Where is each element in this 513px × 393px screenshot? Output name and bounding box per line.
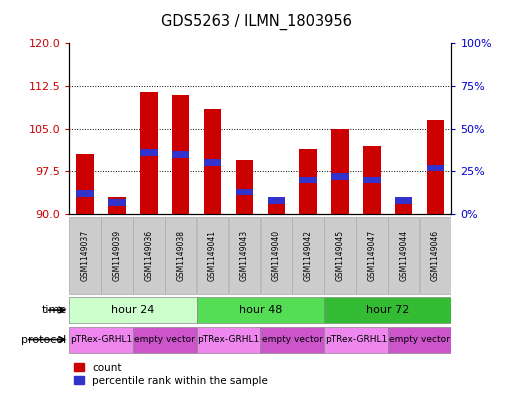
Bar [267, 197, 285, 204]
Bar [363, 176, 381, 184]
Bar [196, 327, 261, 353]
Text: pTRex-GRHL1: pTRex-GRHL1 [198, 335, 260, 344]
Bar [363, 146, 381, 214]
Text: GSM1149047: GSM1149047 [367, 230, 377, 281]
Bar [133, 217, 165, 294]
Text: hour 72: hour 72 [366, 305, 409, 315]
Bar [427, 165, 444, 171]
Bar [324, 297, 451, 323]
Bar [69, 297, 196, 323]
Bar [101, 217, 133, 294]
Bar [267, 197, 285, 214]
Bar [172, 151, 189, 158]
Text: GSM1149037: GSM1149037 [81, 230, 90, 281]
Text: GSM1149040: GSM1149040 [272, 230, 281, 281]
Bar [196, 297, 324, 323]
Text: empty vector: empty vector [389, 335, 450, 344]
Text: GSM1149046: GSM1149046 [431, 230, 440, 281]
Bar [395, 200, 412, 214]
Bar [69, 327, 133, 353]
Text: hour 48: hour 48 [239, 305, 282, 315]
Bar [331, 173, 349, 180]
Bar [292, 217, 324, 294]
Bar [76, 154, 94, 214]
Bar [388, 327, 451, 353]
Bar [204, 109, 221, 214]
Bar [235, 189, 253, 195]
Bar [427, 120, 444, 214]
Text: GSM1149041: GSM1149041 [208, 230, 217, 281]
Text: empty vector: empty vector [134, 335, 195, 344]
Bar [324, 217, 356, 294]
Bar [69, 217, 101, 294]
Legend: count, percentile rank within the sample: count, percentile rank within the sample [74, 363, 268, 386]
Text: GDS5263 / ILMN_1803956: GDS5263 / ILMN_1803956 [161, 14, 352, 30]
Text: pTRex-GRHL1: pTRex-GRHL1 [325, 335, 387, 344]
Bar [140, 92, 157, 214]
Bar [229, 217, 260, 294]
Text: GSM1149039: GSM1149039 [112, 230, 122, 281]
Bar [420, 217, 451, 294]
Bar [133, 327, 196, 353]
Bar [108, 199, 126, 206]
Bar [204, 160, 221, 166]
Text: empty vector: empty vector [262, 335, 323, 344]
Bar [140, 149, 157, 156]
Bar [76, 190, 94, 197]
Bar [197, 217, 228, 294]
Bar [356, 217, 388, 294]
Bar [108, 197, 126, 214]
Text: GSM1149045: GSM1149045 [336, 230, 344, 281]
Text: GSM1149042: GSM1149042 [304, 230, 312, 281]
Text: protocol: protocol [22, 334, 67, 345]
Bar [331, 129, 349, 214]
Bar [165, 217, 196, 294]
Bar [388, 217, 420, 294]
Bar [300, 176, 317, 184]
Bar [172, 95, 189, 214]
Text: hour 24: hour 24 [111, 305, 154, 315]
Bar [324, 327, 388, 353]
Bar [261, 217, 292, 294]
Text: GSM1149038: GSM1149038 [176, 230, 185, 281]
Text: GSM1149043: GSM1149043 [240, 230, 249, 281]
Bar [235, 160, 253, 214]
Bar [395, 197, 412, 204]
Bar [261, 327, 324, 353]
Text: GSM1149036: GSM1149036 [144, 230, 153, 281]
Text: pTRex-GRHL1: pTRex-GRHL1 [70, 335, 132, 344]
Text: GSM1149044: GSM1149044 [399, 230, 408, 281]
Bar [300, 149, 317, 214]
Text: time: time [42, 305, 67, 315]
